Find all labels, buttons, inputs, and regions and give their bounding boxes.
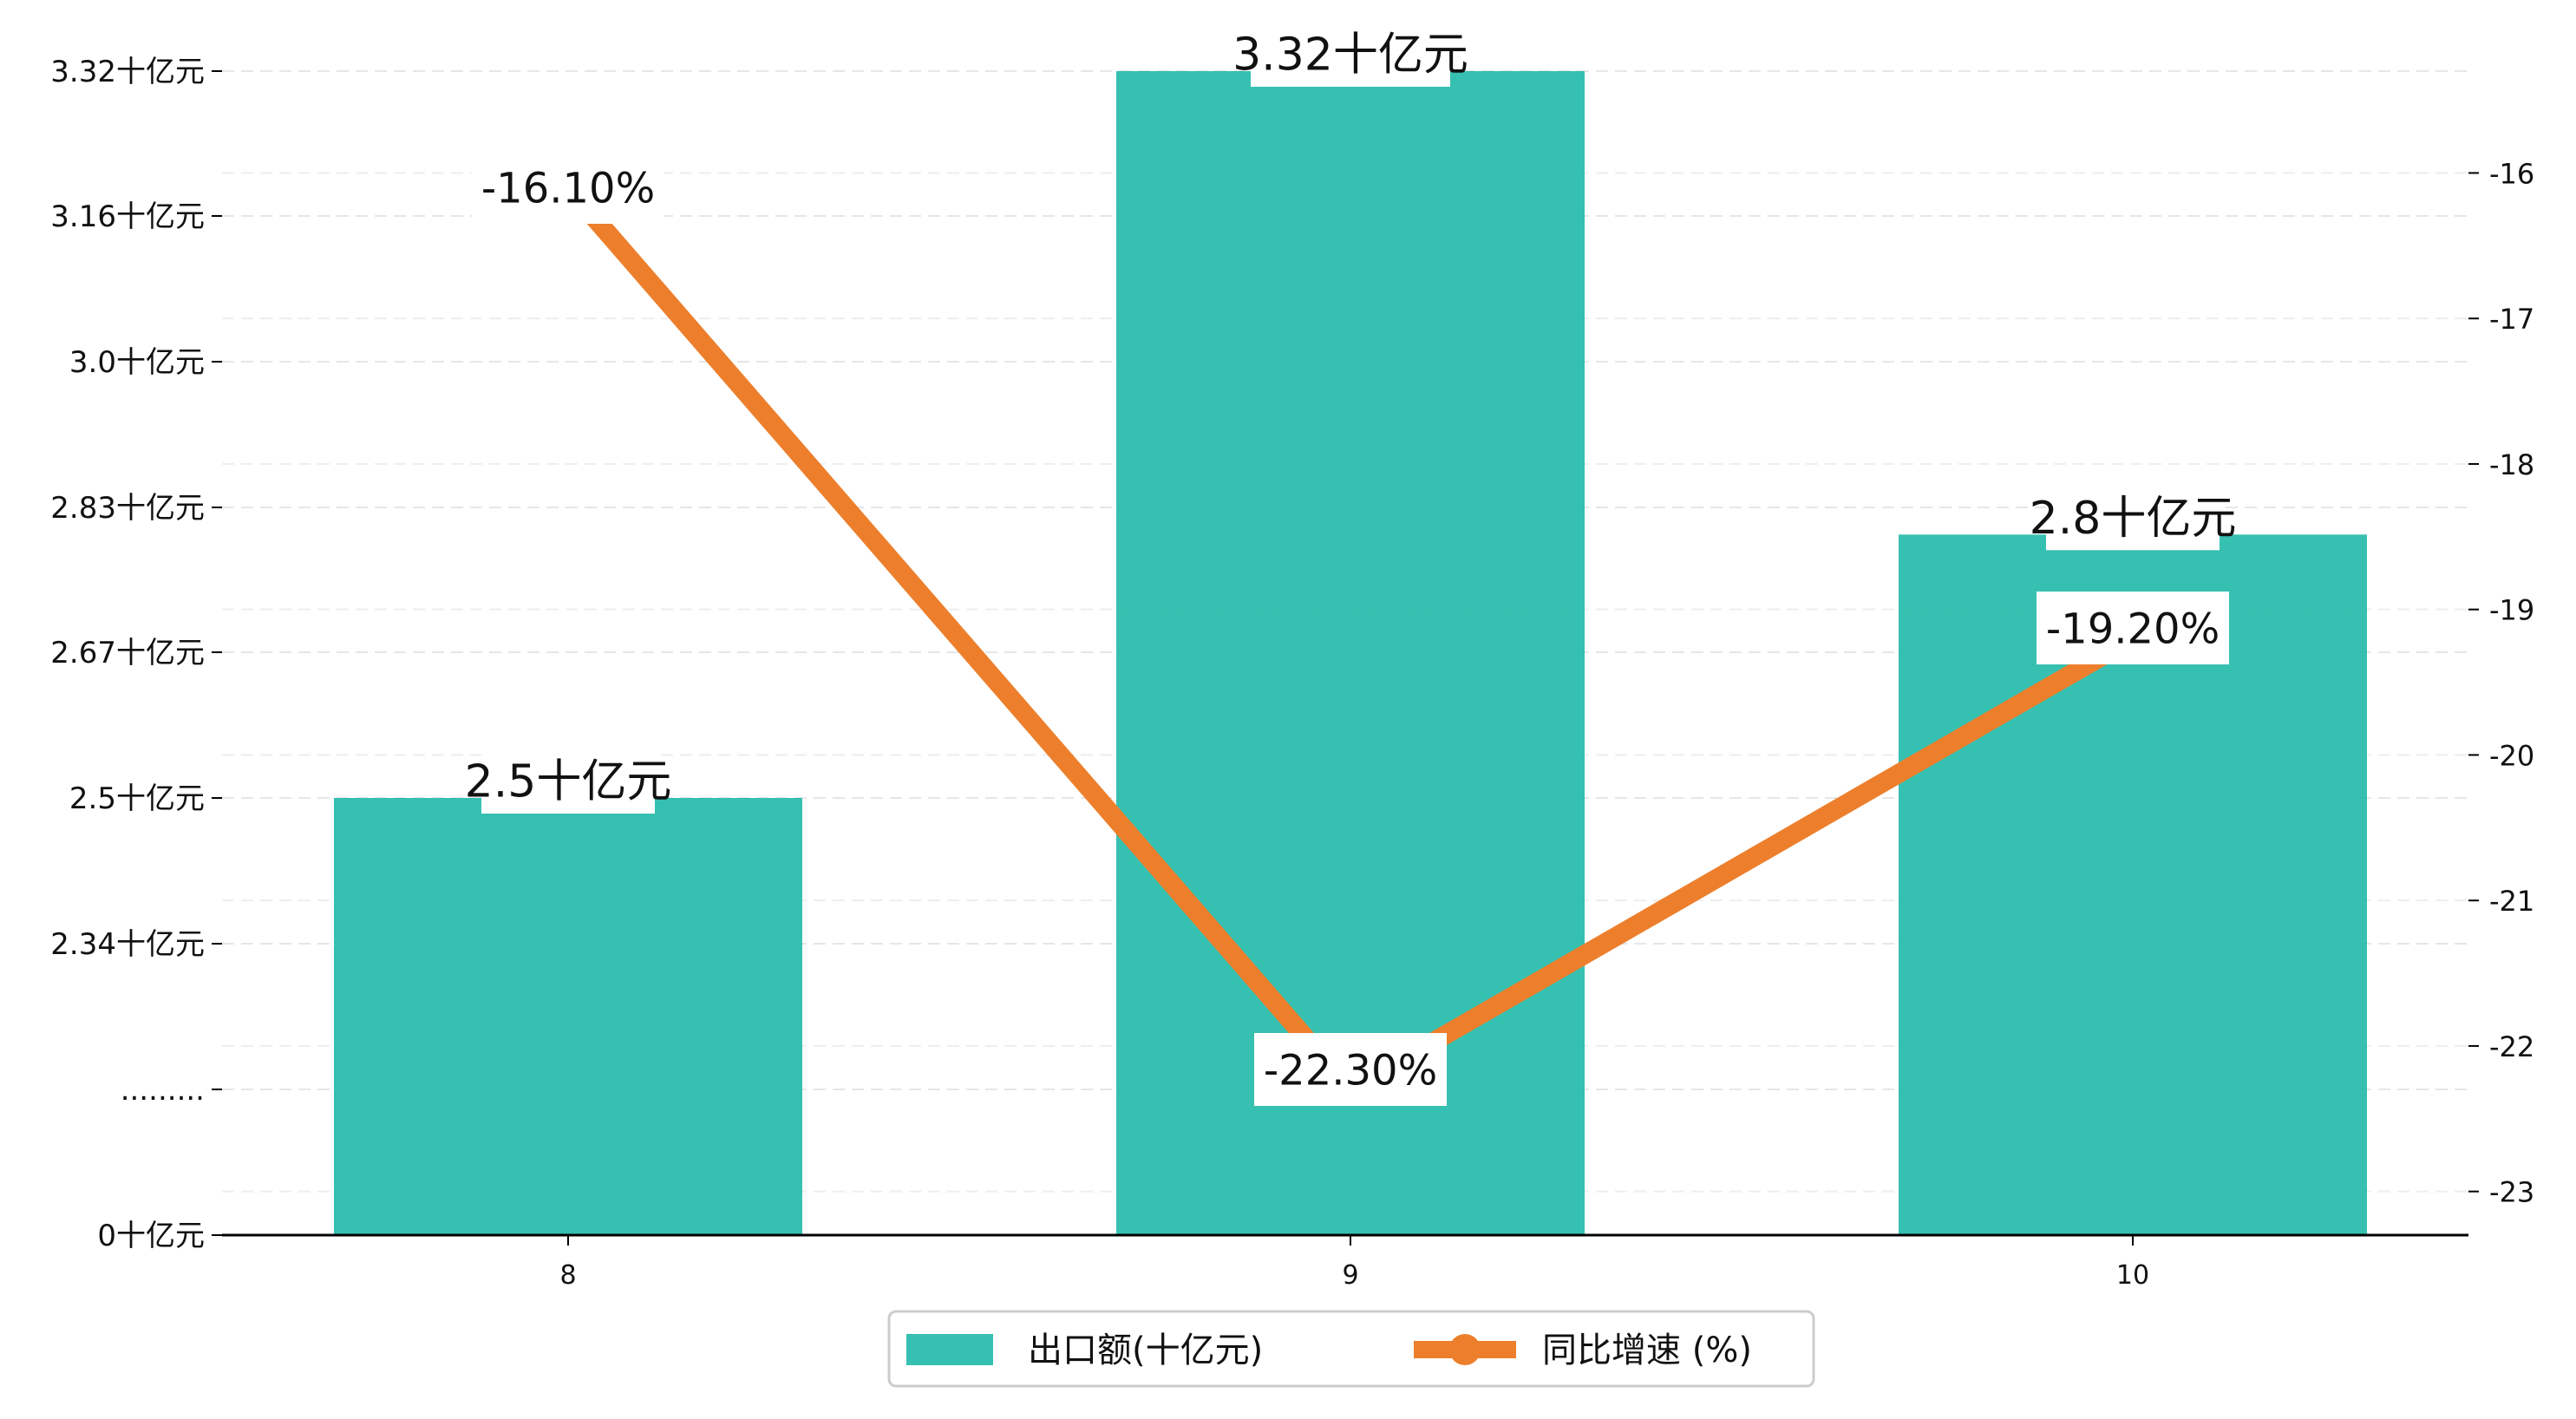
y-right-tick-label: -20 xyxy=(2489,739,2534,772)
y-right-tick-label: -18 xyxy=(2489,448,2534,481)
y-right-tick-label: -21 xyxy=(2489,885,2534,918)
bar-value-label: 3.32十亿元 xyxy=(1232,29,1468,82)
y-left-tick-label: 3.32十亿元 xyxy=(50,55,205,89)
y-right-tick-label: -17 xyxy=(2489,303,2534,336)
y-left-tick-label: ......... xyxy=(121,1073,205,1108)
y-left-tick-label: 2.83十亿元 xyxy=(50,491,205,526)
legend: 出口额(十亿元) 同比增速 (%) xyxy=(887,1310,1815,1388)
line-value-label: -16.10% xyxy=(481,164,655,213)
line-value-label-bg xyxy=(472,151,664,224)
bar-value-label: 2.8十亿元 xyxy=(2030,493,2237,545)
y-left-tick-label: 3.0十亿元 xyxy=(69,345,205,380)
legend-swatch-marker xyxy=(1449,1334,1481,1365)
y-left-tick-label: 3.16十亿元 xyxy=(50,199,205,234)
bar-value-label-bg xyxy=(481,748,655,814)
y-right-tick-label: -19 xyxy=(2489,594,2534,627)
y-left-tick-label: 2.67十亿元 xyxy=(50,636,205,670)
bar-8 xyxy=(334,798,802,1235)
bar-value-label-bg xyxy=(2046,484,2220,551)
line-value-label: -22.30% xyxy=(1264,1046,1437,1095)
bar-value-label: 2.5十亿元 xyxy=(465,756,672,808)
y-right-tick-label: -23 xyxy=(2489,1176,2534,1209)
y-right-tick-label: -16 xyxy=(2489,157,2534,190)
axes: 8 9 10 0十亿元......... 2.34十亿元 2.5十亿元 2.67十亿元 2.8… xyxy=(50,55,2534,1291)
bar-series xyxy=(334,71,2367,1235)
legend-box xyxy=(887,1310,1815,1388)
legend-label-line: 同比增速 (%) xyxy=(1542,1331,1752,1370)
line-value-label: -19.20% xyxy=(2046,605,2220,653)
x-tick-label: 9 xyxy=(1342,1260,1358,1291)
x-tick-label: 10 xyxy=(2116,1260,2149,1291)
y-left-tick-label: 2.34十亿元 xyxy=(50,927,205,962)
legend-swatch-bar xyxy=(906,1334,993,1365)
legend-label-bar: 出口额(十亿元) xyxy=(1028,1331,1263,1370)
line-value-label-bg xyxy=(1254,1033,1447,1106)
line-value-label-bg xyxy=(2037,592,2229,664)
y-left-tick-label: 2.5十亿元 xyxy=(69,781,205,816)
y-left-tick-label: 0十亿元 xyxy=(97,1219,205,1253)
x-tick-label: 8 xyxy=(559,1260,576,1291)
data-labels: 2.5十亿元 3.32十亿元 2.8十亿元 -16.10% -22.30% -19.20% xyxy=(465,21,2237,1106)
bar-value-label-bg xyxy=(1251,21,1450,87)
y-right-tick-label: -22 xyxy=(2489,1030,2534,1063)
